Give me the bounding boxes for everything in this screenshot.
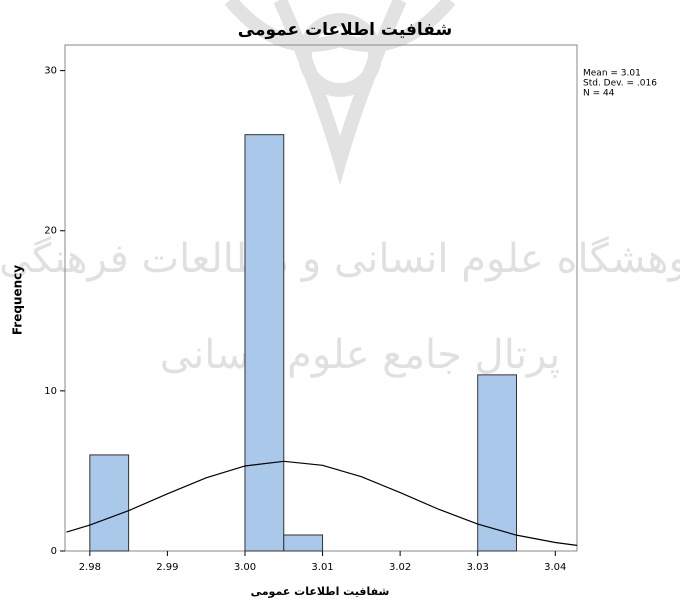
bar: [244, 134, 285, 552]
y-axis-label: Frequency: [11, 265, 25, 335]
y-tick-label: 20: [44, 226, 57, 237]
x-tick-label: 3.03: [467, 562, 489, 573]
stats-text: Std. Dev. = .016: [583, 79, 657, 89]
watermark-text: پژوهشگاه علوم انسانی و مطالعات فرهنگی: [0, 236, 680, 282]
x-tick-label: 2.99: [156, 562, 178, 573]
x-axis-label: شفافيت اطلاعات عمومی: [251, 585, 390, 598]
stats-text: N = 44: [583, 89, 615, 99]
x-tick-label: 3.02: [389, 562, 411, 573]
y-tick-label: 0: [51, 546, 57, 557]
y-tick-label: 30: [44, 66, 57, 77]
y-tick-label: 10: [44, 386, 57, 397]
watermark-text: پرتال جامع علوم انسانی: [160, 332, 561, 378]
bar: [283, 534, 324, 552]
x-tick-label: 2.98: [79, 562, 101, 573]
chart-title: شفافيت اطلاعات عمومی: [238, 20, 452, 40]
stats-text: Mean = 3.01: [583, 69, 641, 79]
normal-curve: [66, 460, 578, 546]
x-tick-label: 3.00: [234, 562, 256, 573]
x-tick-label: 3.04: [544, 562, 566, 573]
watermark-logo: [224, 0, 456, 186]
bar: [89, 454, 130, 552]
bar: [477, 374, 517, 552]
x-tick-label: 3.01: [311, 562, 333, 573]
